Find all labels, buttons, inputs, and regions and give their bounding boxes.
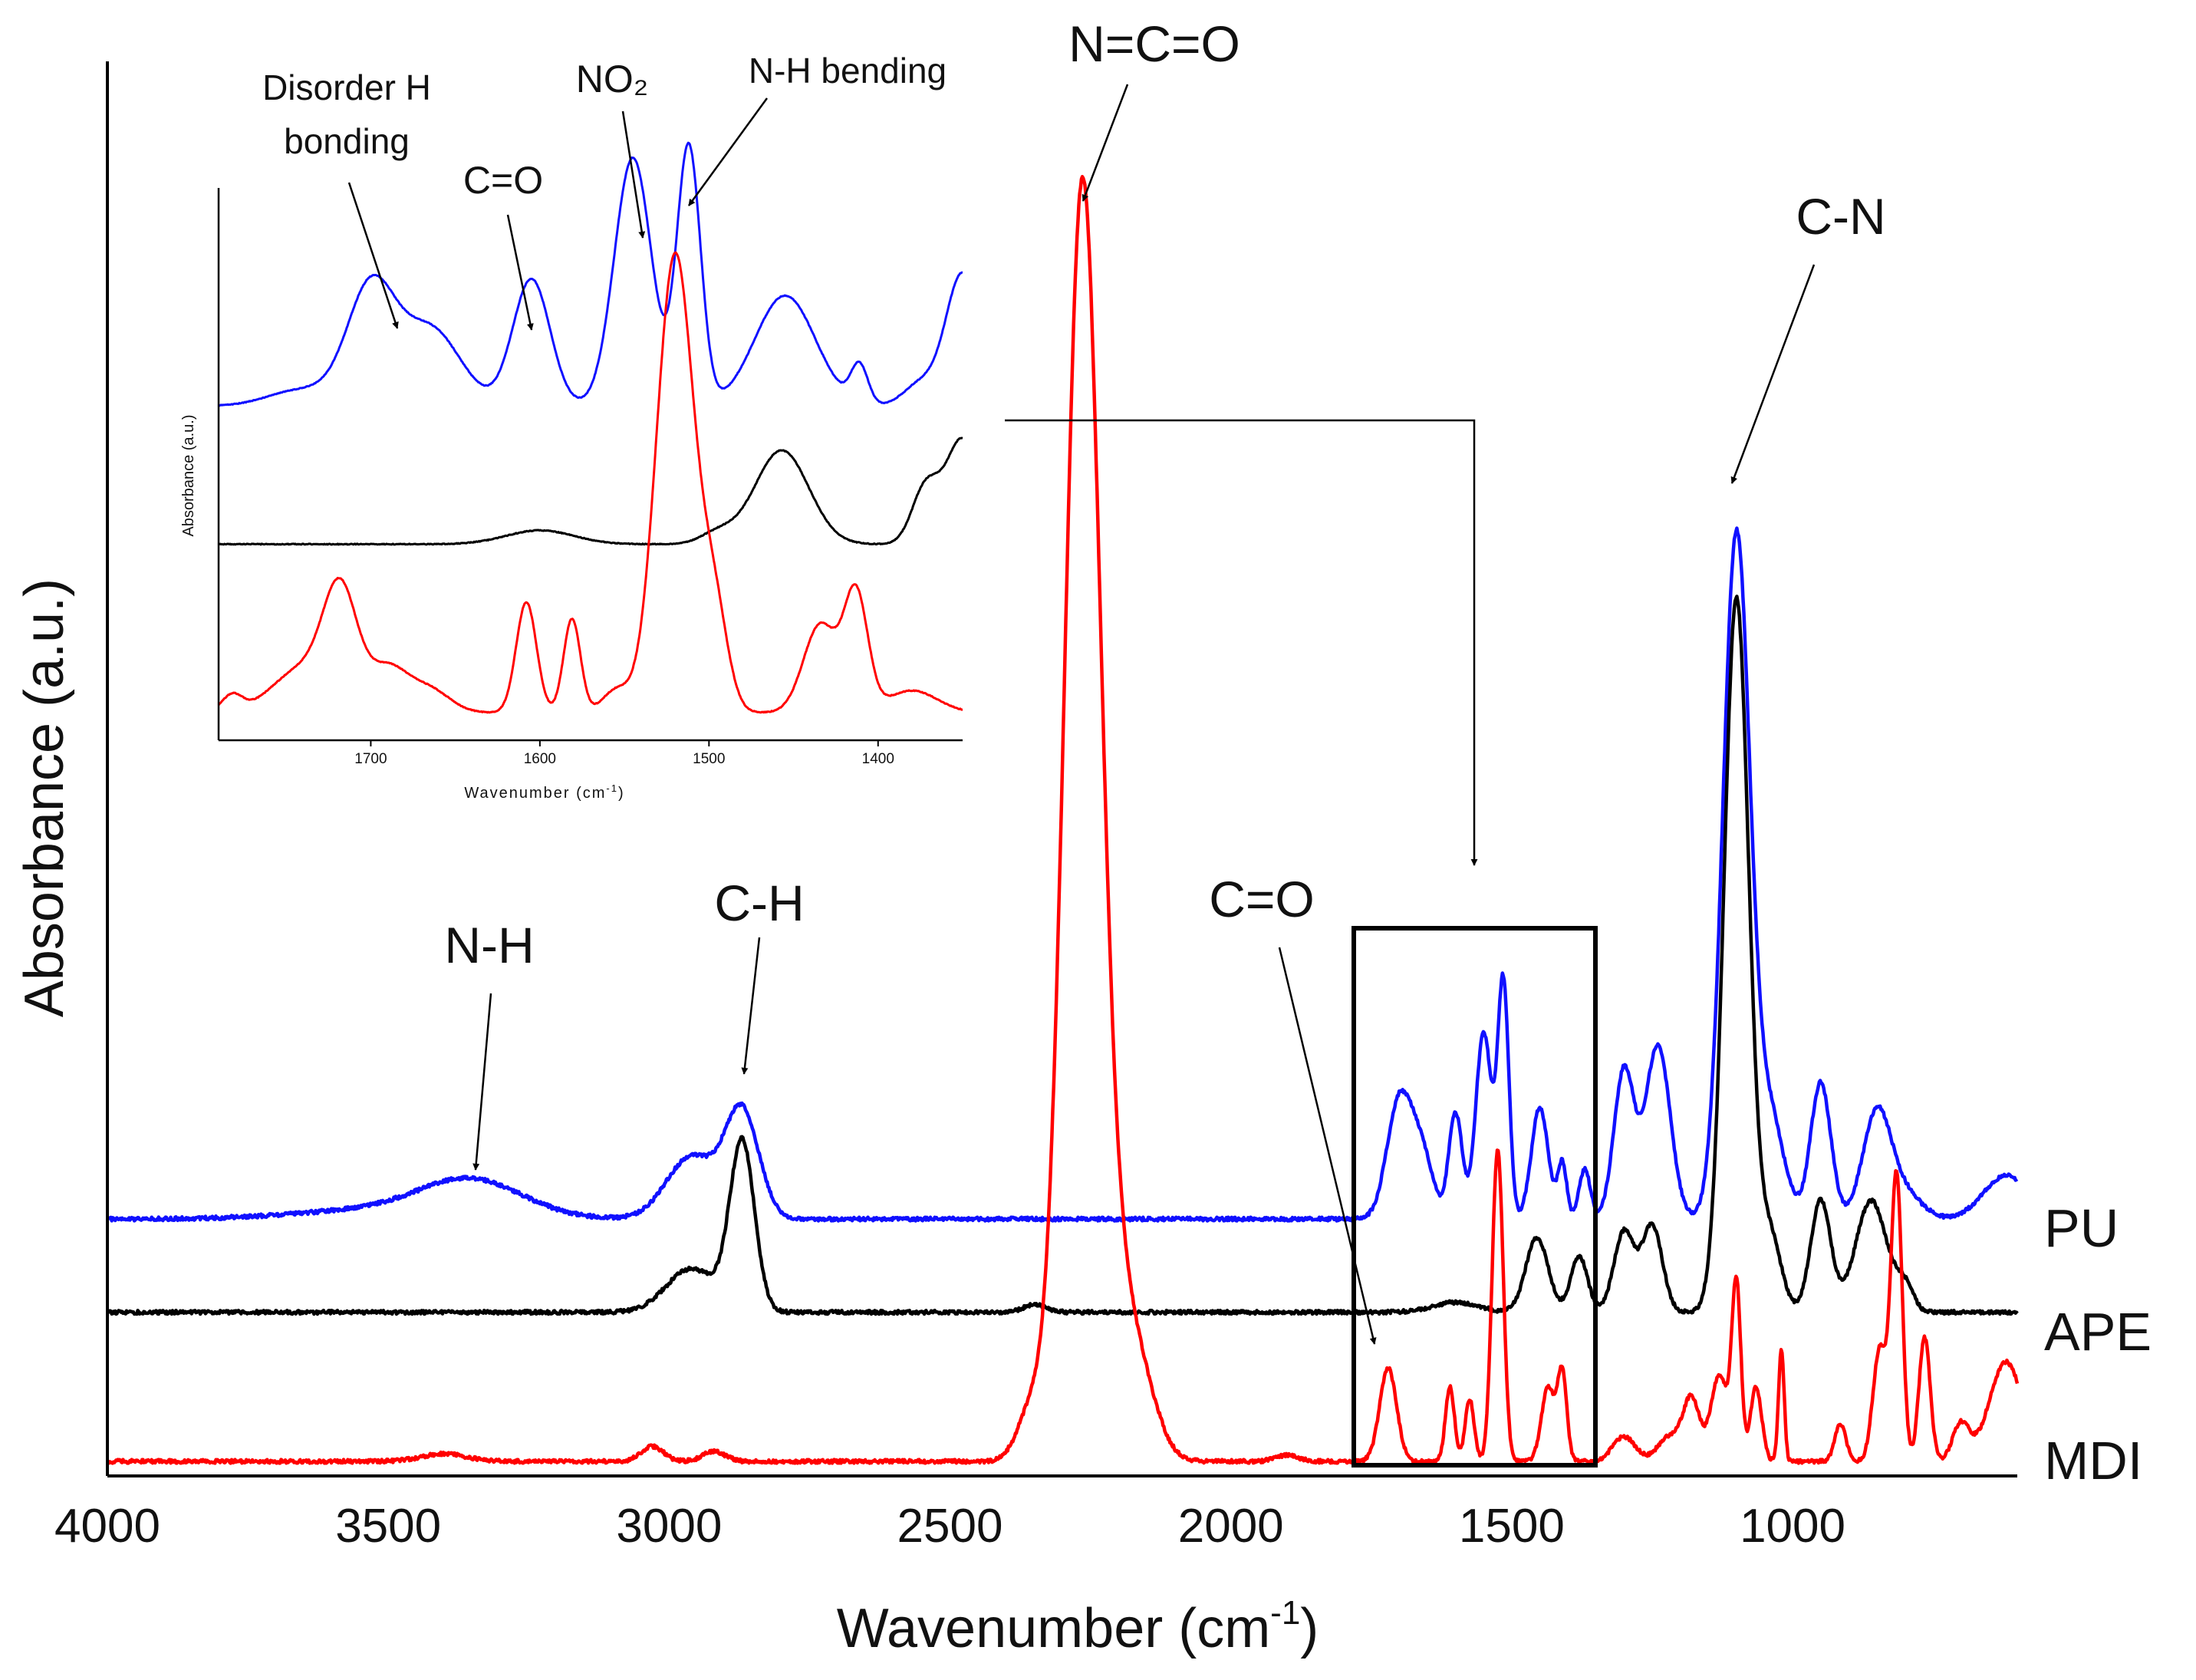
inset-xlabel-sup: -1 [606, 782, 618, 794]
inset-tick-label-1400: 1400 [862, 751, 894, 767]
main-chart: 4000 3500 3000 2500 2000 1500 1000 Wavenumber … [14, 15, 2152, 1659]
inset-xlabel-suffix: ) [618, 785, 625, 802]
main-tick-label-3500: 3500 [335, 1500, 441, 1553]
arrow-ch [741, 937, 761, 1075]
inset-series-group [217, 141, 963, 714]
annotation-nh: N-H [444, 917, 534, 973]
main-series-ape-line [106, 595, 2019, 1316]
arrow-co [1278, 947, 1377, 1345]
inset-arrow-no2 [621, 110, 646, 239]
inset-series-mdi-line [217, 251, 963, 714]
main-tick-label-1500: 1500 [1459, 1500, 1565, 1553]
inset-y-axis-title: Absorbance (a.u.) [180, 415, 197, 537]
inset-arrow-disorder [347, 182, 399, 329]
inset-arrow-nh-bending [687, 97, 769, 206]
legend-ape: APE [2044, 1302, 2152, 1362]
inset-tick-label-1500: 1500 [693, 751, 725, 767]
main-xlabel-sup: -1 [1270, 1594, 1300, 1632]
main-xlabel-text: Wavenumber (cm [837, 1598, 1270, 1659]
main-tick-label-3000: 3000 [616, 1500, 722, 1553]
main-tick-label-1000: 1000 [1740, 1500, 1845, 1553]
inset-series-ape-line [218, 436, 963, 546]
main-series-mdi-line [106, 175, 2020, 1465]
annotation-cn: C-N [1796, 188, 1885, 245]
annotation-nco: N=C=O [1068, 15, 1240, 72]
arrow-cn [1730, 264, 1816, 484]
arrow-nh [472, 993, 492, 1171]
legend-pu: PU [2044, 1198, 2119, 1258]
inset-annotation-no2: NO₂ [576, 58, 648, 100]
inset-x-ticks: 1700 1600 1500 1400 [354, 740, 894, 767]
legend-mdi: MDI [2044, 1431, 2142, 1491]
inset-tick-label-1600: 1600 [524, 751, 556, 767]
main-tick-label-2500: 2500 [897, 1500, 1003, 1553]
inset-arrow-co [506, 214, 534, 331]
main-series-group [106, 175, 2020, 1465]
main-x-axis-title: Wavenumber (cm-1) [837, 1594, 1319, 1659]
inset-annotation-co: C=O [463, 159, 543, 202]
main-tick-label-2000: 2000 [1178, 1500, 1284, 1553]
annotation-co: C=O [1209, 871, 1315, 927]
inset-xlabel-text: Wavenumber (cm [464, 785, 606, 802]
main-tick-label-4000: 4000 [54, 1500, 160, 1553]
inset-annotation-disorder-line2: bonding [284, 121, 410, 161]
inset-annotation-nh-bending: N-H bending [749, 51, 947, 91]
main-series-pu-line [106, 526, 2019, 1223]
main-xlabel-suffix: ) [1300, 1598, 1319, 1659]
inset-series-pu-line [218, 141, 963, 407]
main-x-ticks: 4000 3500 3000 2500 2000 1500 1000 [54, 1500, 1845, 1553]
inset-region-box [1352, 926, 1598, 1468]
inset-x-axis-title: Wavenumber (cm-1) [464, 782, 624, 802]
main-y-axis-title: Absorbance (a.u.) [14, 578, 75, 1017]
annotation-ch: C-H [714, 875, 804, 931]
inset-annotation-disorder-line1: Disorder H [262, 68, 431, 107]
inset-chart: 1700 1600 1500 1400 Wavenumber (cm-1) Absor… [180, 51, 963, 802]
inset-connector-line [1005, 419, 1478, 866]
arrow-nco [1082, 84, 1129, 202]
inset-tick-label-1700: 1700 [354, 751, 387, 767]
